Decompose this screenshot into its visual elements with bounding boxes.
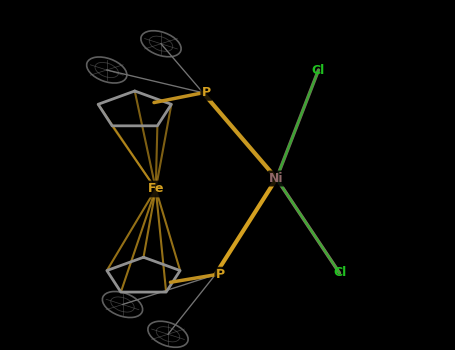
Text: Cl: Cl xyxy=(333,266,346,280)
Text: Cl: Cl xyxy=(312,63,325,77)
Text: P: P xyxy=(202,86,211,99)
Text: P: P xyxy=(216,268,225,281)
Text: Ni: Ni xyxy=(269,172,284,185)
Text: Fe: Fe xyxy=(147,182,164,196)
